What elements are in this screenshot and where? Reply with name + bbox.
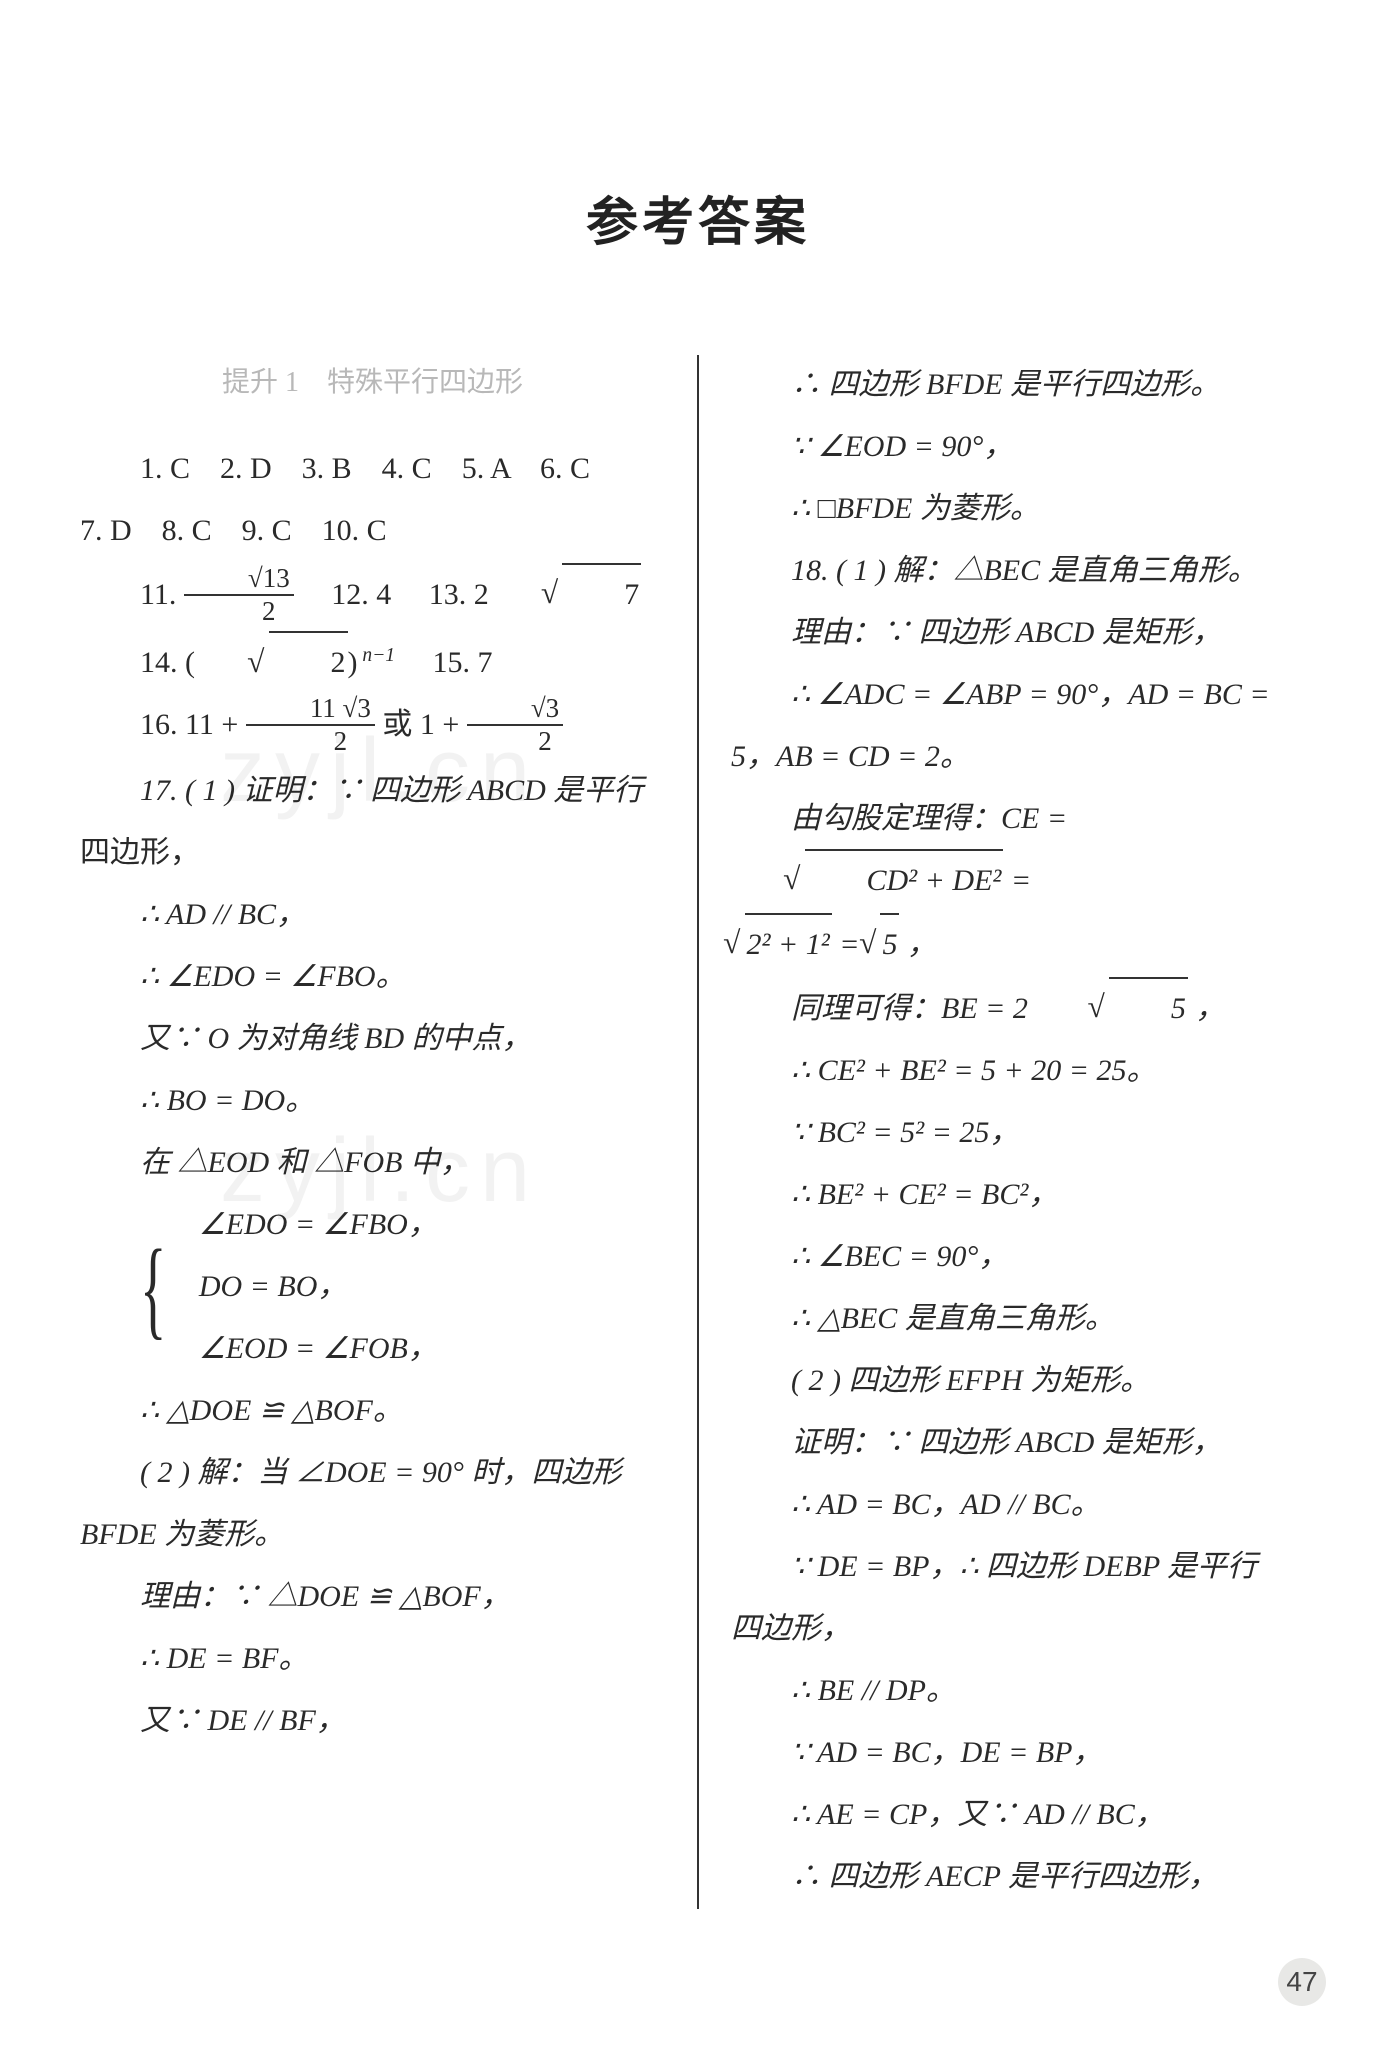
- text: ): [348, 646, 358, 679]
- text: 由勾股定理得：CE =: [791, 802, 1067, 835]
- page-number-badge: 47: [1278, 1958, 1326, 2006]
- proof-line: 17. ( 1 ) 证明：∵ 四边形 ABCD 是平行: [80, 761, 665, 821]
- proof-line: ∴ 四边形 AECP 是平行四边形，: [731, 1847, 1316, 1907]
- radicand: CD² + DE²: [805, 849, 1004, 911]
- numerator: √3: [467, 693, 563, 726]
- proof-line: 又∵ O 为对角线 BD 的中点，: [80, 1009, 665, 1069]
- document-page: zyjl.cn zyjl.cn 参考答案 提升 1 特殊平行四边形 1. C 2…: [0, 0, 1396, 2046]
- proof-line: ∵ ∠EOD = 90°，: [731, 417, 1316, 477]
- equation-line: ∠EDO = ∠FBO，: [199, 1195, 438, 1255]
- proof-line: ∴ 四边形 BFDE 是平行四边形。: [731, 355, 1316, 415]
- proof-line: 由勾股定理得：CE = CD² + DE² =: [731, 789, 1316, 911]
- answer-text: 15. 7: [433, 646, 493, 679]
- radicand: 2² + 1²: [745, 913, 832, 975]
- fraction: √3 2: [467, 693, 563, 757]
- brace-content: ∠EDO = ∠FBO， DO = BO， ∠EOD = ∠FOB，: [199, 1195, 438, 1381]
- radicand: 5: [880, 913, 899, 975]
- proof-line: 又∵ DE // BF，: [80, 1691, 665, 1751]
- proof-line: ∴ DE = BF。: [80, 1629, 665, 1689]
- proof-line: ∴ BE // DP。: [731, 1661, 1316, 1721]
- radicand: 5: [1109, 977, 1188, 1039]
- column-divider: [697, 355, 699, 1909]
- equation-line: DO = BO，: [199, 1257, 438, 1317]
- proof-line: ∴ BO = DO。: [80, 1071, 665, 1131]
- proof-line: ∵ BC² = 5² = 25，: [731, 1103, 1316, 1163]
- proof-line: 2² + 1² = 5 ，: [731, 913, 1316, 975]
- fraction: 11 √3 2: [246, 693, 375, 757]
- brace-system: { ∠EDO = ∠FBO， DO = BO， ∠EOD = ∠FOB，: [140, 1195, 665, 1381]
- numerator: 11 √3: [246, 693, 375, 726]
- proof-line: 18. ( 1 ) 解：△BEC 是直角三角形。: [731, 541, 1316, 601]
- proof-line: ∵ DE = BP，∴ 四边形 DEBP 是平行: [731, 1537, 1316, 1597]
- section-heading: 提升 1 特殊平行四边形: [80, 355, 665, 411]
- two-column-layout: 提升 1 特殊平行四边形 1. C 2. D 3. B 4. C 5. A 6.…: [60, 355, 1336, 1909]
- proof-line: ( 2 ) 四边形 EFPH 为矩形。: [731, 1351, 1316, 1411]
- proof-line: ∴ BE² + CE² = BC²，: [731, 1165, 1316, 1225]
- text: 同理可得：BE = 2: [791, 992, 1028, 1025]
- right-column: ∴ 四边形 BFDE 是平行四边形。 ∵ ∠EOD = 90°， ∴ □BFDE…: [703, 355, 1316, 1909]
- text: =: [1011, 864, 1031, 897]
- denominator: 2: [184, 596, 294, 627]
- proof-line: ∴ CE² + BE² = 5 + 20 = 25。: [731, 1041, 1316, 1101]
- text: ，: [1195, 992, 1225, 1025]
- text: 或 1 +: [382, 708, 466, 741]
- text: ，: [907, 928, 937, 961]
- answer-row: 7. D 8. C 9. C 10. C: [80, 501, 665, 561]
- proof-line: ∴ AD // BC，: [80, 885, 665, 945]
- proof-line: ∴ △BEC 是直角三角形。: [731, 1289, 1316, 1349]
- exponent: n−1: [358, 645, 396, 666]
- proof-line: 四边形，: [80, 823, 665, 883]
- proof-line: 在 △EOD 和 △FOB 中，: [80, 1133, 665, 1193]
- radicand: 2: [269, 631, 348, 693]
- proof-line: ∴ ∠BEC = 90°，: [731, 1227, 1316, 1287]
- proof-line: ∴ ∠ADC = ∠ABP = 90°，AD = BC =: [731, 665, 1316, 725]
- equation-line: ∠EOD = ∠FOB，: [199, 1319, 438, 1379]
- label: 16. 11 +: [140, 708, 246, 741]
- answer-row: 16. 11 + 11 √3 2 或 1 + √3 2: [80, 695, 665, 759]
- sqrt: 2² + 1²: [731, 913, 832, 975]
- answer-row: 14. (2) n−1 15. 7: [80, 631, 665, 693]
- answer-row: 1. C 2. D 3. B 4. C 5. A 6. C: [80, 439, 665, 499]
- proof-line: ∴ AD = BC，AD // BC。: [731, 1475, 1316, 1535]
- answer-row: 11. √13 2 12. 4 13. 2 7: [80, 563, 665, 629]
- page-title: 参考答案: [60, 180, 1336, 255]
- proof-line: 同理可得：BE = 2 5 ，: [731, 977, 1316, 1039]
- sqrt: 5: [867, 913, 900, 975]
- proof-line: ∴ AE = CP，又∵ AD // BC，: [731, 1785, 1316, 1845]
- proof-line: ∴ △DOE ≌ △BOF。: [80, 1381, 665, 1441]
- proof-line: 理由：∵ △DOE ≌ △BOF，: [80, 1567, 665, 1627]
- text: 17. ( 1 ) 证明：∵ 四边形 ABCD 是平行: [140, 774, 643, 807]
- sqrt: 7: [489, 563, 642, 625]
- proof-line: 理由：∵ 四边形 ABCD 是矩形，: [731, 603, 1316, 663]
- sqrt: CD² + DE²: [731, 849, 1003, 911]
- proof-line: 证明：∵ 四边形 ABCD 是矩形，: [731, 1413, 1316, 1473]
- proof-line: ∵ AD = BC，DE = BP，: [731, 1723, 1316, 1783]
- proof-line: 四边形，: [731, 1599, 1316, 1659]
- brace-icon: {: [140, 1195, 169, 1381]
- denominator: 2: [467, 726, 563, 757]
- label: 13. 2: [429, 578, 489, 611]
- fraction: √13 2: [184, 563, 294, 627]
- proof-line: ( 2 ) 解：当 ∠DOE = 90° 时，四边形: [80, 1443, 665, 1503]
- numerator: √13: [184, 563, 294, 596]
- denominator: 2: [246, 726, 375, 757]
- proof-line: 5，AB = CD = 2。: [731, 727, 1316, 787]
- proof-line: ∴ □BFDE 为菱形。: [731, 479, 1316, 539]
- proof-line: BFDE 为菱形。: [80, 1505, 665, 1565]
- sqrt: 5: [1035, 977, 1188, 1039]
- label: 11.: [140, 578, 184, 611]
- answer-text: 12. 4: [331, 578, 391, 611]
- proof-line: ∴ ∠EDO = ∠FBO。: [80, 947, 665, 1007]
- radicand: 7: [562, 563, 641, 625]
- sqrt: 2: [195, 631, 348, 693]
- left-column: 提升 1 特殊平行四边形 1. C 2. D 3. B 4. C 5. A 6.…: [80, 355, 693, 1909]
